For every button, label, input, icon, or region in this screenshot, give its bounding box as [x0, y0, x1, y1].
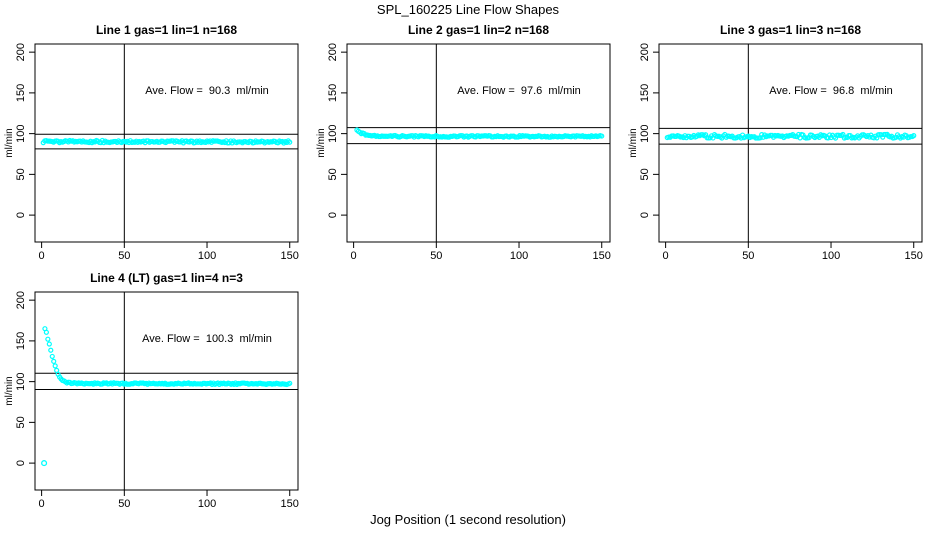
svg-text:50: 50: [327, 168, 339, 180]
panel-title: Line 2 gas=1 lin=2 n=168: [407, 23, 550, 37]
svg-text:0: 0: [39, 250, 45, 262]
svg-text:0: 0: [351, 250, 357, 262]
svg-text:150: 150: [281, 498, 299, 510]
svg-text:100: 100: [327, 124, 339, 142]
svg-text:100: 100: [510, 250, 528, 262]
panel-line-1: Line 1 gas=1 lin=1 n=168 0 50 100 150 0 50 100…: [0, 22, 312, 270]
plot-line-1: 0 50 100 150 0 50 100 150 200 ml/min: [4, 43, 299, 262]
panel-title: Line 4 (LT) gas=1 lin=4 n=3: [90, 271, 243, 285]
svg-text:ml/min: ml/min: [4, 128, 15, 157]
svg-text:100: 100: [198, 498, 216, 510]
svg-text:100: 100: [15, 124, 27, 142]
panel-title: Line 3 gas=1 lin=3 n=168: [719, 23, 862, 37]
svg-text:50: 50: [742, 250, 754, 262]
plot-line-4: 0 50 100 150 0 50 100 150 200 ml/min: [4, 291, 299, 510]
svg-text:0: 0: [15, 460, 27, 466]
plot-line-3: 0 50 100 150 0 50 100 150 200 ml/min: [628, 43, 923, 262]
svg-text:0: 0: [39, 498, 45, 510]
svg-text:150: 150: [15, 84, 27, 102]
svg-text:50: 50: [15, 416, 27, 428]
svg-text:ml/min: ml/min: [4, 376, 15, 405]
svg-text:200: 200: [15, 43, 27, 61]
ave-flow-annotation: Ave. Flow = 97.6 ml/min: [457, 85, 581, 97]
ave-flow-annotation: Ave. Flow = 96.8 ml/min: [769, 85, 893, 97]
svg-text:50: 50: [118, 498, 130, 510]
svg-text:50: 50: [639, 168, 651, 180]
figure-title: SPL_160225 Line Flow Shapes: [376, 2, 560, 17]
svg-text:150: 150: [639, 84, 651, 102]
svg-text:200: 200: [639, 43, 651, 61]
svg-text:0: 0: [327, 212, 339, 218]
plot-line-2: 0 50 100 150 0 50 100 150 200 ml/min: [316, 43, 611, 262]
svg-text:150: 150: [593, 250, 611, 262]
ave-flow-annotation: Ave. Flow = 90.3 ml/min: [145, 85, 269, 97]
svg-text:50: 50: [15, 168, 27, 180]
svg-text:50: 50: [430, 250, 442, 262]
panel-title: Line 1 gas=1 lin=1 n=168: [95, 23, 238, 37]
panel-line-2: Line 2 gas=1 lin=2 n=168 0 50 100 150 0 50 100…: [312, 22, 624, 270]
svg-text:50: 50: [118, 250, 130, 262]
svg-text:150: 150: [15, 332, 27, 350]
svg-text:150: 150: [281, 250, 299, 262]
svg-text:150: 150: [327, 84, 339, 102]
ave-flow-annotation: Ave. Flow = 100.3 ml/min: [142, 333, 272, 345]
svg-text:200: 200: [327, 43, 339, 61]
svg-text:200: 200: [15, 291, 27, 309]
svg-text:0: 0: [15, 212, 27, 218]
panel-line-4: Line 4 (LT) gas=1 lin=4 n=3 0 50 100 150 0 50…: [0, 270, 312, 518]
svg-text:100: 100: [822, 250, 840, 262]
svg-text:0: 0: [639, 212, 651, 218]
svg-text:100: 100: [15, 372, 27, 390]
panel-line-3: Line 3 gas=1 lin=3 n=168 0 50 100 150 0 50 100…: [624, 22, 936, 270]
svg-text:150: 150: [905, 250, 923, 262]
svg-text:ml/min: ml/min: [316, 128, 327, 157]
svg-text:100: 100: [198, 250, 216, 262]
svg-text:0: 0: [663, 250, 669, 262]
svg-text:ml/min: ml/min: [628, 128, 639, 157]
x-axis-label: Jog Position (1 second resolution): [370, 512, 566, 527]
svg-text:100: 100: [639, 124, 651, 142]
